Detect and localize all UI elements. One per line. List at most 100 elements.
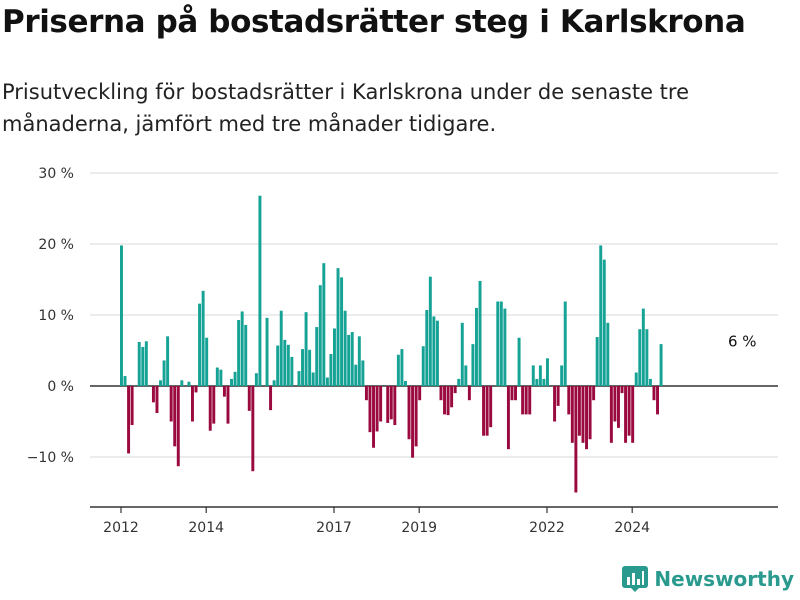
bar <box>538 365 542 386</box>
bar <box>318 285 322 386</box>
bar <box>315 327 319 386</box>
bar <box>404 381 407 386</box>
bar <box>453 386 457 394</box>
bar <box>407 386 411 440</box>
bar <box>489 386 493 428</box>
bar <box>187 381 191 386</box>
bar <box>467 386 471 401</box>
bar <box>215 367 219 386</box>
bar <box>396 354 400 386</box>
bar <box>567 386 571 415</box>
bar <box>180 380 184 386</box>
bar <box>347 334 351 386</box>
bar <box>457 378 461 386</box>
bar <box>581 386 585 443</box>
bar <box>201 290 205 386</box>
bar <box>599 245 603 386</box>
bar <box>443 386 446 415</box>
bar <box>503 308 507 386</box>
bar <box>141 346 145 386</box>
bar <box>269 386 273 411</box>
bar <box>333 328 336 386</box>
bar <box>528 386 532 415</box>
bar <box>375 386 379 432</box>
bar <box>499 301 503 386</box>
bar <box>521 386 525 415</box>
bar <box>535 378 539 386</box>
x-tick-label: 2017 <box>316 520 352 536</box>
bar <box>208 386 212 431</box>
y-tick-label: 30 % <box>38 166 74 182</box>
bar <box>592 386 596 401</box>
bar <box>340 277 344 386</box>
bar <box>247 386 251 411</box>
bar <box>574 386 578 493</box>
bar <box>237 319 241 386</box>
x-tick-label: 2014 <box>188 520 224 536</box>
x-tick-label: 2022 <box>529 520 565 536</box>
bar <box>127 386 131 454</box>
bar <box>634 372 638 386</box>
bar <box>329 354 333 386</box>
bar <box>517 337 521 386</box>
y-tick-label: 20 % <box>38 237 74 253</box>
bar <box>169 386 173 422</box>
grid-lines <box>90 172 778 458</box>
bar <box>613 386 617 422</box>
bars <box>120 195 663 493</box>
bar <box>425 310 429 386</box>
bar <box>226 386 230 424</box>
bar <box>290 356 294 386</box>
bar <box>609 386 613 443</box>
x-tick-label: 2012 <box>103 520 139 536</box>
newsworthy-logo-icon <box>622 566 649 592</box>
bar <box>254 373 258 386</box>
bar <box>325 377 329 386</box>
bar <box>652 386 656 401</box>
bar <box>251 386 255 472</box>
bar <box>411 386 415 458</box>
bar <box>357 336 361 386</box>
chart-title: Priserna på bostadsrätter steg i Karlskr… <box>2 4 746 40</box>
bar <box>478 280 482 386</box>
bar <box>439 386 443 401</box>
bar <box>155 386 159 413</box>
bar <box>343 310 347 386</box>
bar <box>428 276 432 386</box>
bar <box>435 320 439 386</box>
brand-name: Newsworthy <box>654 567 794 591</box>
y-axis-labels: −10 % 0 % 10 % 20 % 30 % <box>27 166 74 466</box>
bar <box>386 386 390 423</box>
bar <box>475 307 478 386</box>
y-tick-label: −10 % <box>27 450 74 466</box>
bar <box>641 308 645 386</box>
bar <box>485 386 489 436</box>
bar <box>222 386 226 397</box>
bar <box>233 371 237 386</box>
bar <box>602 259 606 386</box>
bar <box>638 329 642 386</box>
bar <box>563 301 567 386</box>
bar <box>276 345 280 386</box>
bar <box>308 349 312 386</box>
bar <box>336 268 340 386</box>
bar <box>418 386 422 401</box>
bar <box>510 386 514 401</box>
bar <box>393 386 397 426</box>
bar <box>354 364 358 386</box>
bar <box>137 341 141 386</box>
bar <box>219 369 223 386</box>
bar <box>524 386 528 415</box>
bar <box>648 378 652 386</box>
bar <box>230 378 233 386</box>
bar <box>496 301 500 386</box>
bar <box>130 386 134 426</box>
bar <box>631 386 635 443</box>
bar <box>191 386 194 422</box>
bar <box>176 386 180 467</box>
bar <box>627 386 631 436</box>
bar <box>656 386 659 415</box>
bar <box>368 386 372 433</box>
bar <box>198 303 202 386</box>
bar <box>482 386 486 436</box>
